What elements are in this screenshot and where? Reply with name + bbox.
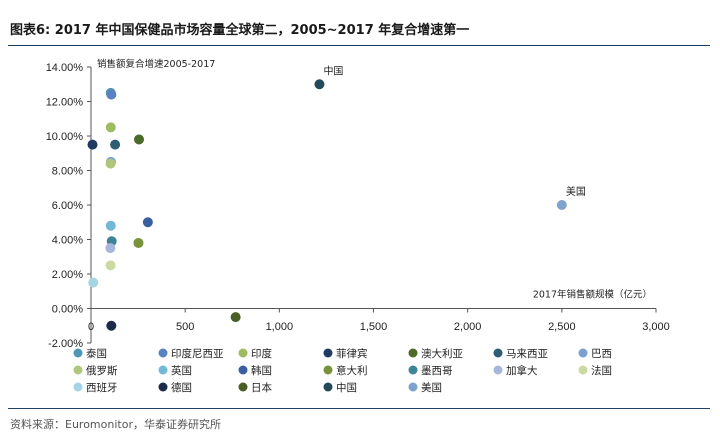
y-tick-label: 12.00% (46, 97, 84, 109)
scatter-chart: -2.00% 0.00% 2.00% 4.00% 6.00% 8.00% 10.00% 12.… (46, 58, 670, 394)
legend-marker-泰国 (73, 348, 83, 358)
y-tick-label: 0.00% (52, 304, 83, 316)
legend-marker-澳大利亚 (408, 348, 418, 358)
legend-label-菲律宾: 菲律宾 (336, 347, 368, 360)
point-澳大利亚 (134, 134, 145, 145)
legend-marker-印度 (238, 348, 248, 358)
legend-marker-法国 (578, 365, 588, 375)
point-印度 (105, 122, 116, 133)
legend-label-马来西亚: 马来西亚 (506, 348, 548, 360)
y-tick-label: 8.00% (52, 166, 83, 178)
legend-marker-印度尼西亚 (158, 348, 168, 358)
legend-label-法国: 法国 (591, 364, 612, 377)
legend-marker-西班牙 (73, 382, 83, 392)
point-德国 (106, 320, 117, 331)
annotation-美国: 美国 (566, 185, 586, 198)
legend-label-印度: 印度 (251, 347, 272, 360)
x-tick-label: 0 (88, 321, 94, 333)
y-tick-label: 10.00% (46, 131, 84, 143)
x-tick-label: 1,000 (266, 321, 294, 333)
point-西班牙 (88, 277, 99, 288)
legend-label-英国: 英国 (171, 364, 192, 377)
source-note: 资料来源：Euromonitor，华泰证券研究所 (10, 418, 221, 431)
legend-marker-墨西哥 (408, 365, 418, 375)
legend-marker-英国 (158, 365, 168, 375)
point-菲律宾 (87, 139, 98, 150)
point-加拿大 (105, 243, 116, 254)
point-日本 (230, 312, 241, 323)
x-tick-label: 2,000 (454, 321, 482, 333)
legend-label-加拿大: 加拿大 (506, 364, 538, 377)
point-中国 (314, 79, 325, 90)
legend-label-美国: 美国 (421, 381, 442, 394)
point-法国 (105, 260, 116, 271)
annotation-中国: 中国 (323, 64, 343, 77)
point-美国 (556, 200, 567, 210)
footer-rule (8, 408, 710, 409)
legend-label-俄罗斯: 俄罗斯 (86, 364, 118, 377)
legend-marker-加拿大 (493, 365, 503, 375)
title-rule (8, 45, 710, 46)
y-tick-label: 2.00% (52, 269, 83, 281)
legend-label-中国: 中国 (336, 381, 357, 394)
point-韩国 (142, 217, 153, 228)
legend-marker-马来西亚 (493, 348, 503, 358)
legend-marker-美国 (408, 382, 418, 392)
legend-marker-德国 (158, 382, 168, 392)
y-axis-title: 销售额复合增速2005-2017 (97, 58, 215, 70)
legend-marker-韩国 (238, 365, 248, 375)
legend-marker-巴西 (578, 348, 588, 358)
legend-label-墨西哥: 墨西哥 (421, 365, 453, 377)
x-tick-label: 3,000 (642, 321, 670, 333)
x-tick-label: 1,500 (360, 321, 388, 333)
point-印度尼西亚 (106, 89, 117, 100)
y-tick-label: -2.00% (48, 338, 83, 350)
point-俄罗斯 (105, 158, 116, 169)
y-tick-label: 14.00% (46, 62, 84, 74)
legend-label-日本: 日本 (251, 381, 272, 394)
legend-label-澳大利亚: 澳大利亚 (421, 347, 463, 360)
legend-label-巴西: 巴西 (591, 348, 612, 360)
legend-marker-菲律宾 (323, 348, 333, 358)
legend-label-泰国: 泰国 (86, 347, 107, 360)
legend-marker-意大利 (323, 365, 333, 375)
legend-label-德国: 德国 (171, 381, 192, 394)
x-axis-title: 2017年销售额规模（亿元） (533, 289, 652, 301)
figure-title: 图表6: 2017 年中国保健品市场容量全球第二，2005~2017 年复合增速… (10, 23, 470, 38)
legend-label-意大利: 意大利 (336, 364, 368, 377)
x-tick-label: 500 (176, 321, 194, 333)
legend-label-韩国: 韩国 (251, 364, 272, 377)
point-意大利 (133, 237, 144, 248)
y-tick-label: 4.00% (52, 235, 83, 247)
point-马来西亚 (110, 139, 121, 150)
legend-label-西班牙: 西班牙 (86, 382, 118, 394)
legend-marker-日本 (238, 382, 248, 392)
legend-marker-中国 (323, 382, 333, 392)
legend-marker-俄罗斯 (73, 365, 83, 375)
legend-label-印度尼西亚: 印度尼西亚 (171, 347, 224, 360)
point-英国 (105, 220, 116, 231)
x-tick-label: 2,500 (548, 321, 576, 333)
y-tick-label: 6.00% (52, 200, 83, 212)
